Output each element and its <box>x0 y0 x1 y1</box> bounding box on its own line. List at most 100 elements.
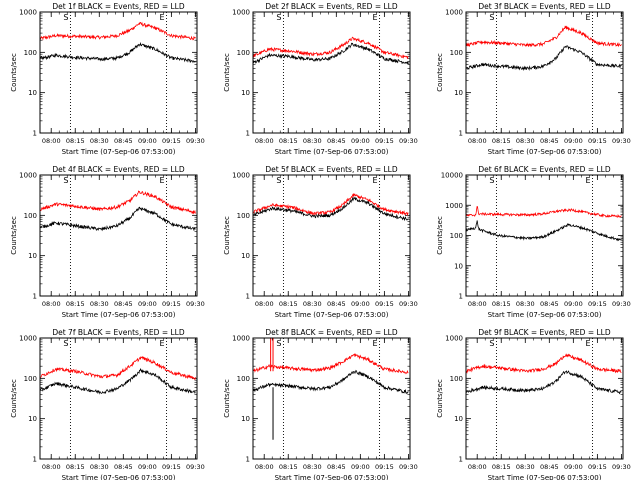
series-line <box>252 36 409 59</box>
x-tick-label: 09:15 <box>375 137 394 145</box>
x-tick-label: 08:00 <box>255 300 274 308</box>
y-tick-label: 10 <box>28 252 37 260</box>
y-tick-label: 100 <box>450 232 463 240</box>
marker-label: E <box>372 176 377 185</box>
y-tick-label: 10 <box>454 89 463 97</box>
x-tick-label: 08:15 <box>66 300 85 308</box>
x-tick-label: 08:45 <box>327 137 346 145</box>
y-axis-label: Counts/sec <box>10 216 18 255</box>
y-axis-label: Counts/sec <box>223 379 231 418</box>
x-tick-label: 08:15 <box>492 137 511 145</box>
x-tick-label: 09:30 <box>399 463 418 471</box>
chart-panel-7: Det 7f BLACK = Events, RED = LLD Counts/s… <box>10 328 205 480</box>
series-line <box>252 193 409 217</box>
y-tick-label: 1000 <box>19 172 37 180</box>
marker-label: S <box>489 176 494 185</box>
x-tick-label: 08:00 <box>468 300 487 308</box>
chart-title: Det 6f BLACK = Events, RED = LLD <box>478 165 611 174</box>
y-tick-label: 1 <box>33 456 37 464</box>
x-tick-label: 09:00 <box>564 137 583 145</box>
x-tick-label: 08:15 <box>492 300 511 308</box>
x-tick-label: 08:15 <box>279 137 298 145</box>
chart-panel-9: Det 9f BLACK = Events, RED = LLD Counts/s… <box>436 328 631 480</box>
y-axis-label: Counts/sec <box>436 379 444 418</box>
marker-label: E <box>159 13 164 22</box>
y-tick-label: 100 <box>450 375 463 383</box>
x-tick-label: 08:30 <box>303 137 322 145</box>
y-tick-label: 1000 <box>232 9 250 17</box>
x-axis-label: Start Time (07-Sep-06 07:53:00) <box>62 148 176 156</box>
x-tick-label: 08:45 <box>540 137 559 145</box>
y-tick-label: 1 <box>246 293 250 301</box>
y-tick-label: 1000 <box>232 335 250 343</box>
y-tick-label: 10 <box>241 415 250 423</box>
y-tick-label: 10 <box>241 89 250 97</box>
series-line <box>465 353 622 374</box>
x-tick-label: 09:00 <box>138 463 157 471</box>
series-line <box>252 42 409 65</box>
series-line <box>39 355 196 381</box>
marker-label: E <box>372 13 377 22</box>
series-line <box>465 220 622 242</box>
y-tick-label: 100 <box>237 375 250 383</box>
series-line <box>39 368 196 395</box>
x-tick-label: 08:30 <box>90 463 109 471</box>
marker-label: E <box>372 339 377 348</box>
y-tick-label: 10 <box>454 262 463 270</box>
x-tick-label: 08:15 <box>492 463 511 471</box>
x-tick-label: 08:45 <box>540 463 559 471</box>
marker-label: S <box>276 13 281 22</box>
x-tick-label: 09:00 <box>564 463 583 471</box>
chart-panel-5: Det 5f BLACK = Events, RED = LLD Counts/s… <box>223 165 418 319</box>
x-tick-label: 09:15 <box>162 137 181 145</box>
y-tick-label: 10 <box>241 252 250 260</box>
chart-title: Det 7f BLACK = Events, RED = LLD <box>52 328 185 337</box>
x-tick-label: 08:15 <box>66 463 85 471</box>
x-tick-label: 08:15 <box>279 300 298 308</box>
x-tick-label: 09:30 <box>399 137 418 145</box>
x-tick-label: 08:45 <box>114 137 133 145</box>
x-tick-label: 09:30 <box>399 300 418 308</box>
plot-frame <box>252 174 411 297</box>
y-axis-label: Counts/sec <box>10 53 18 92</box>
series-line <box>465 25 622 48</box>
y-tick-label: 10 <box>28 89 37 97</box>
x-tick-label: 08:45 <box>114 463 133 471</box>
plot-frame <box>252 337 411 460</box>
chart-panel-3: Det 3f BLACK = Events, RED = LLD Counts/s… <box>436 2 631 156</box>
x-tick-label: 08:30 <box>303 463 322 471</box>
x-tick-label: 08:00 <box>255 137 274 145</box>
x-tick-label: 08:15 <box>66 137 85 145</box>
x-tick-label: 08:15 <box>279 463 298 471</box>
y-tick-label: 1 <box>459 293 463 301</box>
marker-label: E <box>585 339 590 348</box>
y-tick-label: 1 <box>459 456 463 464</box>
x-tick-label: 08:00 <box>42 300 61 308</box>
x-tick-label: 09:30 <box>612 300 631 308</box>
x-tick-label: 09:00 <box>351 137 370 145</box>
x-axis-label: Start Time (07-Sep-06 07:53:00) <box>275 148 389 156</box>
y-tick-label: 10 <box>454 415 463 423</box>
marker-label: E <box>585 13 590 22</box>
y-axis-label: Counts/sec <box>436 53 444 92</box>
chart-title: Det 9f BLACK = Events, RED = LLD <box>478 328 611 337</box>
x-tick-label: 08:00 <box>468 463 487 471</box>
marker-label: S <box>63 176 68 185</box>
y-tick-label: 10 <box>28 415 37 423</box>
chart-panel-4: Det 4f BLACK = Events, RED = LLD Counts/s… <box>10 165 205 319</box>
x-tick-label: 09:30 <box>186 300 205 308</box>
y-tick-label: 1 <box>459 130 463 138</box>
series-line <box>465 370 622 395</box>
x-tick-label: 08:30 <box>516 300 535 308</box>
chart-panel-6: Det 6f BLACK = Events, RED = LLD Counts/s… <box>436 165 631 319</box>
chart-title: Det 5f BLACK = Events, RED = LLD <box>265 165 398 174</box>
x-tick-label: 09:15 <box>375 463 394 471</box>
series-line <box>39 21 196 41</box>
x-tick-label: 09:15 <box>588 137 607 145</box>
chart-panel-8: Det 8f BLACK = Events, RED = LLD Counts/s… <box>223 328 418 480</box>
y-tick-label: 100 <box>24 49 37 57</box>
y-tick-label: 100 <box>237 49 250 57</box>
x-tick-label: 09:15 <box>588 300 607 308</box>
chart-title: Det 4f BLACK = Events, RED = LLD <box>52 165 185 174</box>
